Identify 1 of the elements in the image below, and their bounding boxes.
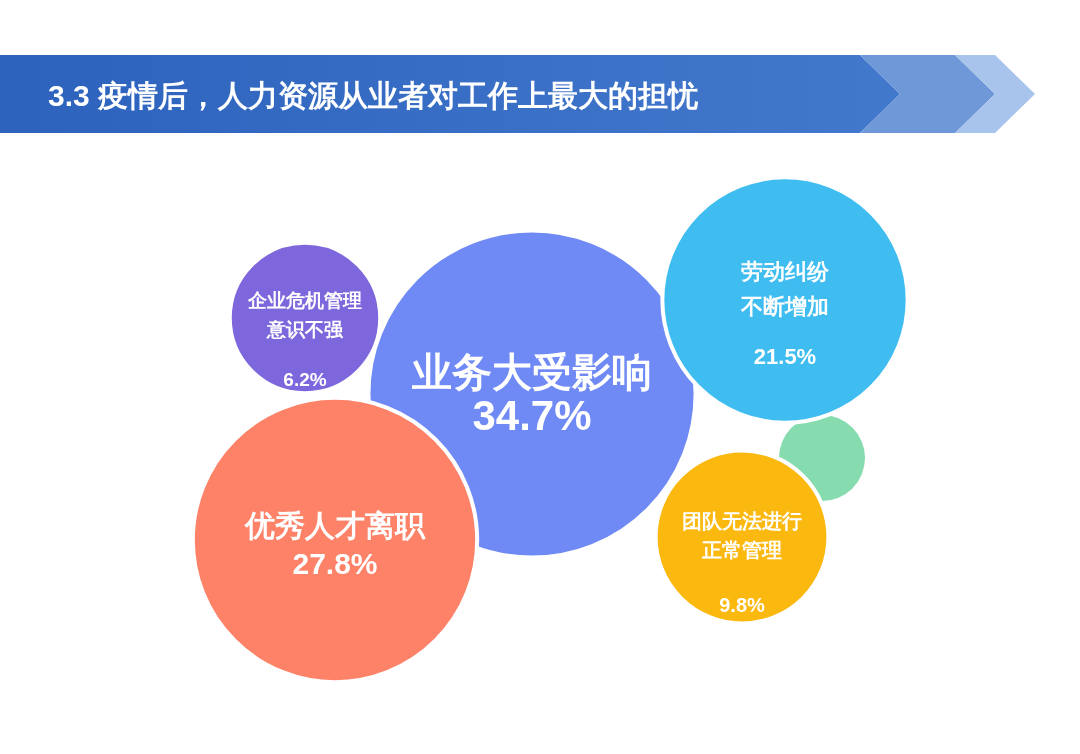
- title: 3.3 疫情后，人力资源从业者对工作上最大的担忧: [48, 78, 699, 112]
